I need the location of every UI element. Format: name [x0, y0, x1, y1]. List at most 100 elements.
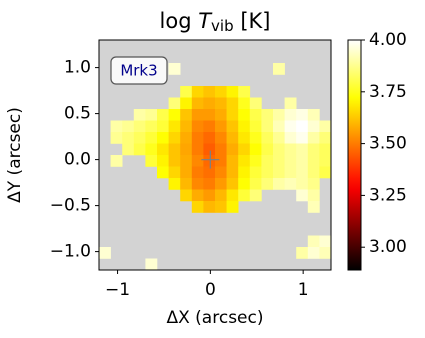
heatmap-cell — [180, 189, 193, 202]
heatmap-cell — [261, 132, 274, 144]
heatmap-cell — [203, 178, 216, 190]
heatmap-cell — [307, 120, 320, 133]
heatmap-cell — [238, 166, 251, 179]
heatmap-cell — [307, 235, 320, 248]
heatmap-cell — [238, 132, 251, 144]
y-tick-label: −0.5 — [50, 196, 91, 216]
y-tick-label: 0.0 — [64, 150, 91, 170]
heatmap-cell — [215, 86, 227, 98]
heatmap-cell — [226, 143, 239, 156]
heatmap-cell — [191, 143, 204, 156]
y-tick-label: −1.0 — [50, 242, 91, 262]
heatmap-cell — [215, 178, 227, 190]
heatmap-cell — [215, 132, 227, 144]
heatmap-cell — [180, 86, 193, 98]
heatmap-cell — [284, 120, 297, 133]
heatmap-cell — [249, 166, 262, 179]
x-tick-label: 0 — [205, 280, 216, 300]
heatmap-cell — [157, 143, 169, 156]
heatmap-cell — [191, 166, 204, 179]
title-part: log — [160, 9, 192, 33]
heatmap-cell — [284, 155, 297, 167]
y-axis-label: ΔY (arcsec) — [5, 107, 25, 203]
heatmap-cell — [226, 178, 239, 190]
heatmap-cell — [110, 155, 123, 167]
heatmap-cell — [261, 109, 274, 121]
title-part: vib — [211, 17, 234, 35]
heatmap-cell — [110, 120, 123, 133]
heatmap-cell — [319, 120, 332, 133]
heatmap-cell — [226, 155, 239, 167]
heatmap-cell — [319, 235, 332, 248]
heatmap-cell — [215, 143, 227, 156]
heatmap-cell — [238, 178, 251, 190]
heatmap-cell — [296, 132, 309, 144]
heatmap-cell — [226, 189, 239, 202]
annotation-box — [110, 56, 168, 85]
heatmap-cell — [296, 178, 309, 190]
colorbar-tick-label: 3.75 — [369, 82, 407, 102]
heatmap-cell — [203, 166, 216, 179]
heatmap-cell — [122, 132, 135, 144]
heatmap-cell — [168, 178, 181, 190]
heatmap-cell — [145, 155, 158, 167]
colorbar-tick-label: 3.25 — [369, 185, 407, 205]
heatmap-cell — [203, 201, 216, 213]
heatmap-cell — [180, 143, 193, 156]
heatmap-cell — [157, 109, 169, 121]
heatmap-cell — [273, 166, 285, 179]
heatmap-cell — [249, 97, 262, 110]
colorbar-tick-label: 3.00 — [369, 237, 407, 257]
heatmap-cell — [307, 247, 320, 259]
heatmap-cell — [319, 143, 332, 156]
heatmap-cell — [307, 189, 320, 202]
x-axis-label: ΔX (arcsec) — [167, 308, 264, 328]
heatmap-cell — [168, 120, 181, 133]
heatmap-cell — [145, 120, 158, 133]
colorbar — [347, 39, 362, 271]
heatmap-cell — [122, 120, 135, 133]
heatmap-cell — [203, 109, 216, 121]
heatmap-cell — [249, 132, 262, 144]
annotation: Mrk3 — [110, 56, 168, 85]
heatmap-cell — [307, 109, 320, 121]
heatmap-cell — [296, 155, 309, 167]
heatmap-cell — [307, 178, 320, 190]
chart-title: log Tvib [K] — [160, 9, 271, 37]
heatmap-cell — [319, 132, 332, 144]
heatmap-cell — [296, 247, 309, 259]
heatmap-cell — [203, 86, 216, 98]
heatmap-cell — [238, 97, 251, 110]
heatmap-cell — [180, 155, 193, 167]
heatmap-cell — [215, 189, 227, 202]
heatmap-cell — [191, 86, 204, 98]
y-tick-label: 0.5 — [64, 104, 91, 124]
colorbar-tick-label: 3.50 — [369, 134, 407, 154]
heatmap-cell — [215, 120, 227, 133]
heatmap-cell — [226, 132, 239, 144]
heatmap-cell — [215, 97, 227, 110]
heatmap-cell — [261, 120, 274, 133]
heatmap-cell — [215, 155, 227, 167]
heatmap-cell — [203, 97, 216, 110]
heatmap-cell — [145, 143, 158, 156]
heatmap-cell — [168, 132, 181, 144]
heatmap-cell — [319, 247, 332, 259]
heatmap-cell — [307, 166, 320, 179]
heatmap-cell — [191, 189, 204, 202]
heatmap-cell — [191, 132, 204, 144]
heatmap-cell — [226, 97, 239, 110]
heatmap-cell — [226, 86, 239, 98]
heatmap-cell — [191, 97, 204, 110]
heatmap-cell — [215, 109, 227, 121]
heatmap-cell — [307, 132, 320, 144]
heatmap-cell — [180, 97, 193, 110]
plot-frame — [98, 39, 332, 271]
heatmap-cell — [203, 155, 216, 167]
heatmap-cell — [238, 120, 251, 133]
heatmap-cell — [168, 166, 181, 179]
heatmap-cell — [180, 132, 193, 144]
heatmap-cell — [284, 166, 297, 179]
heatmap-cell — [307, 201, 320, 213]
heatmap-cell — [168, 97, 181, 110]
